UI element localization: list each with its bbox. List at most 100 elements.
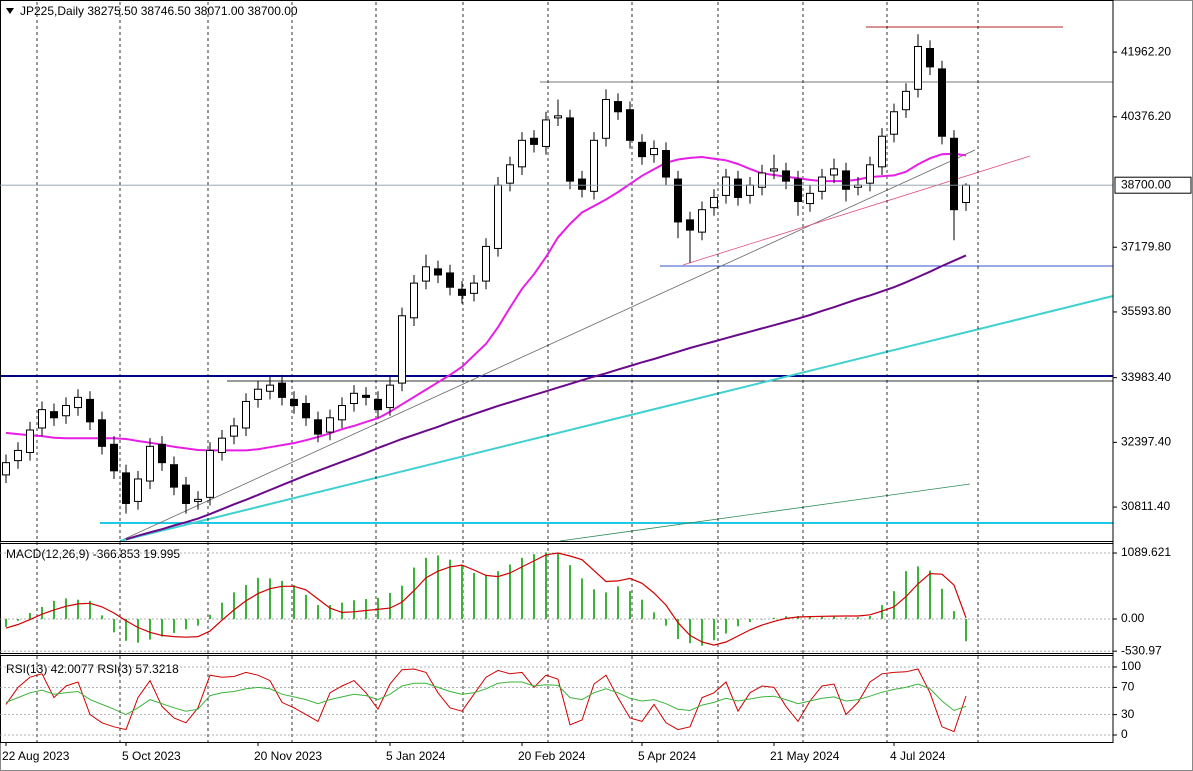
candle-body: [134, 478, 142, 502]
candle-body: [26, 429, 34, 453]
x-tick-label: 5 Apr 2024: [638, 749, 696, 763]
macd-bar: [197, 619, 199, 626]
macd-bar: [173, 619, 175, 633]
macd-bar: [521, 557, 523, 620]
macd-bar: [905, 571, 907, 620]
candle-body: [86, 398, 94, 423]
trend-line: [119, 149, 976, 542]
macd-bar: [137, 619, 139, 643]
candle-body: [242, 400, 250, 429]
candle-body: [698, 209, 706, 233]
last-price-box: [1114, 176, 1192, 194]
candle-body: [38, 409, 46, 429]
menu-arrow[interactable]: [6, 8, 14, 14]
candle-body: [206, 449, 214, 498]
candle-body: [14, 449, 22, 462]
macd-bar: [641, 599, 643, 620]
macd-bar: [533, 554, 535, 620]
candle-body: [830, 168, 838, 176]
candle-body: [902, 90, 910, 111]
y-tick-label: 0.00: [1121, 611, 1145, 625]
candle-body: [770, 168, 778, 172]
candle-body: [218, 437, 226, 453]
candle-body: [290, 398, 298, 407]
macd-bar: [305, 594, 307, 620]
candle-body: [386, 384, 394, 409]
candle-body: [806, 192, 814, 205]
candle-body: [926, 48, 934, 68]
signal-line: [5, 552, 967, 646]
x-tick-label: 20 Feb 2024: [518, 749, 586, 763]
macd-bar: [569, 565, 571, 620]
candle-body: [230, 425, 238, 437]
candle-body: [566, 117, 574, 182]
candle-body: [686, 219, 694, 231]
macd-bar: [497, 571, 499, 620]
macd-bar: [677, 619, 679, 640]
macd-bar: [545, 552, 547, 620]
candle-body: [650, 147, 658, 156]
macd-bar: [941, 588, 943, 620]
candle-body: [146, 445, 154, 482]
macd-bar: [665, 619, 667, 626]
macd-bar: [113, 619, 115, 633]
macd-bar: [917, 566, 919, 620]
macd-bar: [725, 619, 727, 634]
macd-bar: [77, 599, 79, 620]
candle-body: [434, 268, 442, 276]
candle-body: [350, 392, 358, 404]
candle-body: [494, 184, 502, 249]
y-tick-label: 37179.80: [1121, 239, 1171, 253]
candle-body: [662, 150, 670, 178]
macd-bar: [341, 602, 343, 620]
candle-body: [122, 472, 130, 504]
macd-bar: [329, 605, 331, 620]
candle-body: [914, 45, 922, 90]
candle-body: [794, 178, 802, 203]
candle-body: [614, 101, 622, 113]
candle-body: [458, 288, 466, 296]
candle-body: [626, 109, 634, 141]
macd-bar: [821, 615, 823, 620]
candle-body: [194, 498, 202, 502]
candle-body: [950, 137, 958, 211]
macd-bar: [185, 619, 187, 630]
macd-bar: [833, 616, 835, 620]
chart-header: JP225,Daily 38275.50 38746.50 38071.00 3…: [20, 4, 298, 18]
candle-body: [722, 176, 730, 196]
y-tick-label: 32397.40: [1121, 435, 1171, 449]
macd-bar: [473, 572, 475, 620]
candle-body: [962, 184, 970, 204]
candle-body: [866, 164, 874, 184]
macd-bar: [845, 617, 847, 620]
y-tick-label: 40376.20: [1121, 109, 1171, 123]
candle-body: [74, 396, 82, 409]
candle-body: [2, 462, 10, 476]
macd-bar: [617, 586, 619, 620]
candle-body: [362, 394, 370, 398]
macd-bar: [257, 577, 259, 620]
y-tick-label: 41962.20: [1121, 44, 1171, 58]
macd-bar: [509, 564, 511, 620]
y-tick-label: 1089.621: [1121, 545, 1171, 559]
y-tick-label: 33983.40: [1121, 370, 1171, 384]
macd-bar: [461, 565, 463, 620]
candle-body: [62, 405, 70, 417]
candle-body: [158, 443, 166, 464]
macd-bar: [653, 612, 655, 620]
x-tick-label: 5 Jan 2024: [386, 749, 446, 763]
macd-bar: [389, 592, 391, 620]
macd-bar: [101, 615, 103, 620]
macd-bar: [293, 585, 295, 620]
macd-bar: [29, 612, 31, 620]
candle-body: [254, 388, 262, 400]
candle-body: [590, 139, 598, 192]
candle-body: [578, 178, 586, 190]
macd-bar: [581, 578, 583, 620]
trend-line: [119, 295, 1114, 542]
candle-body: [842, 170, 850, 190]
macd-bar: [749, 619, 751, 623]
trend-line: [682, 155, 1031, 266]
candle-body: [446, 272, 454, 288]
candle-body: [278, 382, 286, 398]
